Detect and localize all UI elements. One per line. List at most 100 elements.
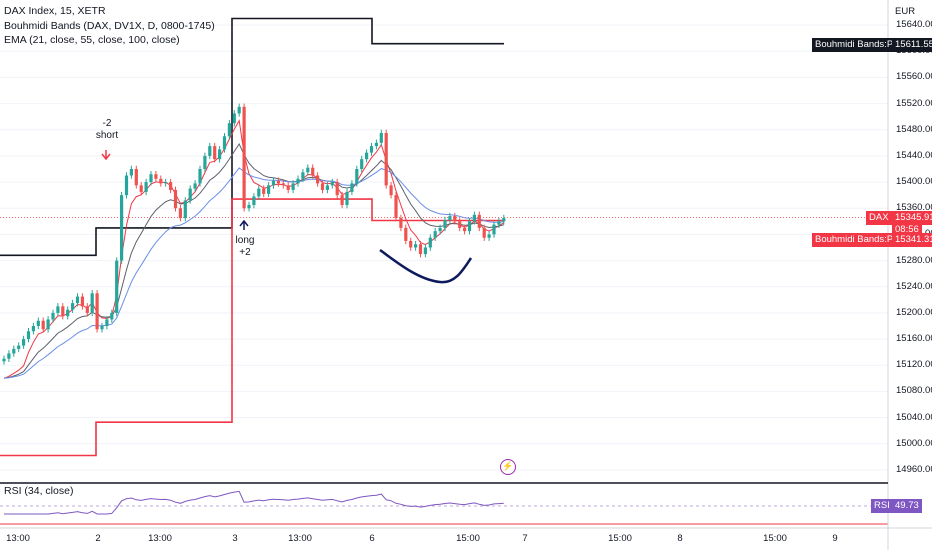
candle-body	[71, 303, 75, 310]
price-tick-label: 14960.00	[896, 463, 932, 475]
candle-body	[164, 182, 168, 184]
band-lower-value-text: 15341.31	[895, 234, 932, 245]
candle-body	[159, 178, 163, 184]
legend-indicator-ema[interactable]: EMA (21, close, 55, close, 100, close)	[4, 34, 180, 46]
legend-indicator-bands[interactable]: Bouhmidi Bands (DAX, DV1X, D, 0800-1745)	[4, 19, 215, 32]
long-label: long	[235, 235, 255, 246]
countdown-value: 08:56	[895, 224, 919, 235]
price-tick-label: 15120.00	[896, 359, 932, 371]
candle-body	[134, 169, 138, 186]
candle-body	[154, 174, 158, 179]
candle-body	[95, 293, 99, 330]
candle-body	[350, 183, 354, 192]
candle-body	[124, 175, 129, 196]
time-tick-label: 15:00	[608, 533, 632, 544]
rsi-value: 49.73	[895, 500, 919, 511]
candle-body	[325, 185, 329, 190]
rsi-pane	[0, 490, 888, 525]
rsi-legend[interactable]: RSI (34, close)	[4, 485, 74, 497]
candle-body	[409, 240, 413, 248]
candle-body	[22, 339, 26, 346]
candle-body	[213, 146, 217, 160]
band-lower-tag: Bouhmidi Bands:Plot	[812, 233, 907, 247]
candle-body	[418, 244, 423, 255]
candle-body	[144, 182, 148, 192]
candle-body	[369, 146, 374, 153]
candle-body	[237, 106, 241, 114]
rsi-value-box: 49.73	[892, 499, 922, 513]
rsi-tag-label: RSI	[874, 500, 890, 511]
candle-body	[472, 214, 476, 222]
candle-body	[291, 183, 295, 190]
price-tick-label: 15000.00	[896, 437, 932, 449]
candle-body	[428, 237, 432, 248]
candle-body	[384, 133, 388, 186]
candle-body	[448, 216, 452, 221]
band-lower-line	[0, 198, 504, 457]
price-tick-label: 15280.00	[896, 254, 932, 266]
candle-body	[75, 296, 80, 304]
price-tick-label: 15240.00	[896, 280, 932, 292]
candle-body	[90, 293, 94, 313]
candle-body	[267, 185, 271, 194]
short-label: short	[95, 130, 119, 141]
dax-price-tag: 15345.91	[892, 211, 932, 225]
time-tick-label: 7	[522, 533, 528, 544]
price-tick-label: 15160.00	[896, 333, 932, 345]
candle-body	[139, 185, 143, 192]
candle-body	[467, 221, 472, 232]
candle-body	[286, 185, 290, 190]
candle-body	[51, 312, 55, 320]
legend-symbol[interactable]: DAX Index, 15, XETR	[4, 5, 106, 17]
candle-body	[188, 188, 192, 201]
candle-body	[218, 149, 222, 160]
candle-body	[482, 227, 486, 238]
candle-body	[281, 183, 285, 186]
candle-body	[2, 358, 6, 362]
grid	[0, 24, 888, 471]
candle-body	[247, 204, 251, 209]
candle-body	[389, 185, 393, 196]
candle-body	[404, 227, 408, 241]
candle-body	[296, 178, 300, 184]
candle-body	[208, 146, 212, 156]
lightning-icon[interactable]: ⚡	[500, 459, 516, 475]
price-tick-label: 15440.00	[896, 149, 932, 161]
candle-body	[262, 188, 266, 194]
candle-body	[330, 182, 334, 186]
time-tick-label: 8	[677, 533, 683, 544]
candle-body	[320, 183, 325, 190]
long-arrow-icon	[239, 219, 249, 230]
candle-body	[394, 195, 398, 219]
candle-body	[7, 353, 11, 359]
price-tick-label: 15080.00	[896, 385, 932, 397]
price-tick-label: 15520.00	[896, 97, 932, 109]
candle-body	[374, 142, 378, 147]
candle-body	[252, 196, 256, 205]
candle-body	[276, 180, 280, 184]
short-arrow-icon	[101, 150, 111, 161]
candle-body	[203, 155, 207, 169]
candle-body	[463, 227, 467, 232]
short-annotation: -2 short	[94, 118, 120, 142]
candle-body	[345, 191, 349, 205]
short-qty: -2	[102, 118, 112, 129]
candle-body	[414, 244, 418, 248]
currency-label: EUR	[895, 6, 916, 17]
candle-body	[232, 113, 236, 124]
candle-body	[306, 167, 310, 173]
price-tick-label: 15640.00	[896, 19, 932, 31]
candle-body	[438, 227, 442, 232]
long-qty: +2	[239, 247, 251, 258]
candle-body	[487, 234, 491, 238]
candle-body	[149, 174, 153, 183]
candle-body	[36, 320, 40, 326]
band-upper-value-text: 15611.55	[895, 39, 932, 50]
price-tick-label: 15040.00	[896, 411, 932, 423]
band-upper-line	[0, 17, 504, 257]
ema-100-line	[3, 167, 504, 379]
candle-body	[169, 182, 173, 190]
chart-legend: DAX Index, 15, XETR Bouhmidi Bands (DAX,…	[4, 4, 215, 48]
